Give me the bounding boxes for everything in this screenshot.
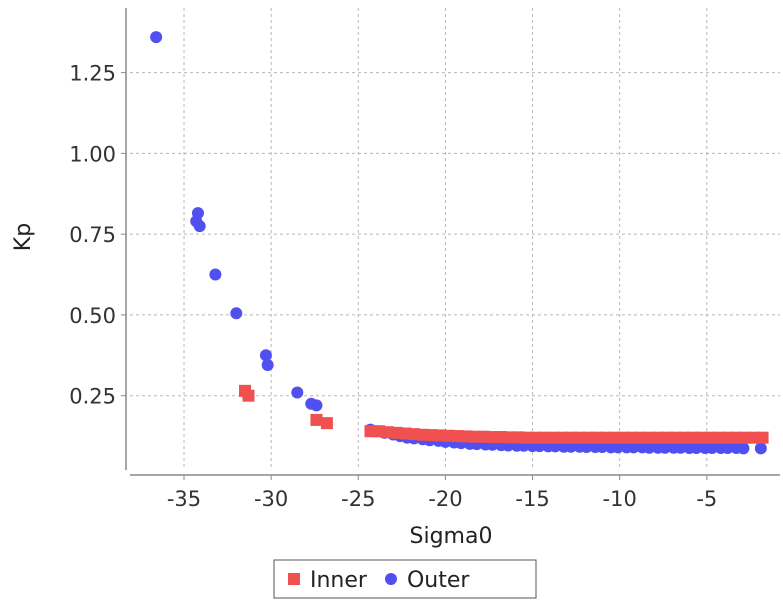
grid-lines (130, 8, 780, 470)
data-point-outer (737, 442, 750, 455)
legend-swatch-inner (288, 573, 300, 585)
data-point-outer (310, 399, 323, 412)
data-series (150, 31, 769, 455)
axes (121, 8, 780, 480)
y-tick-label: 0.25 (69, 385, 116, 409)
y-tick-label: 1.00 (69, 142, 116, 166)
data-point-inner (756, 431, 769, 444)
data-point-outer (261, 359, 274, 371)
x-tick-label: -10 (603, 487, 637, 511)
tick-labels: -35 -30 -25 -20 -15 -10 -5 0.25 0.50 0.75 1.00 1.25 (69, 62, 717, 511)
data-point-outer (209, 268, 222, 281)
data-point-outer (150, 31, 163, 44)
data-point-outer (658, 441, 671, 454)
x-axis-title: Sigma0 (410, 524, 493, 549)
data-point-outer (754, 442, 767, 455)
data-point-outer (690, 442, 703, 455)
data-point-outer (580, 441, 593, 454)
data-point-outer (596, 441, 609, 454)
data-point-outer (291, 386, 304, 399)
legend: Inner Outer (273, 559, 537, 599)
x-tick-label: -30 (254, 487, 288, 511)
x-tick-label: -5 (696, 487, 717, 511)
data-point-outer (643, 441, 656, 454)
data-point-outer (627, 441, 640, 454)
y-tick-label: 1.25 (69, 62, 116, 86)
x-tick-label: -25 (341, 487, 375, 511)
data-point-inner (242, 389, 255, 402)
data-point-outer (706, 442, 719, 455)
data-point-outer (230, 307, 243, 320)
legend-label-inner: Inner (310, 568, 368, 593)
x-tick-label: -15 (515, 487, 549, 511)
series-inner (239, 384, 769, 444)
legend-label-outer: Outer (407, 568, 470, 593)
legend-box (273, 559, 537, 599)
data-point-outer (674, 441, 687, 454)
data-point-outer (611, 441, 624, 454)
y-tick-label: 0.75 (69, 223, 116, 247)
data-point-outer (564, 440, 577, 453)
y-tick-label: 0.50 (69, 304, 116, 328)
x-tick-label: -20 (428, 487, 462, 511)
data-point-outer (259, 349, 272, 362)
data-point-inner (310, 413, 323, 426)
data-point-outer (721, 442, 734, 455)
data-point-outer (193, 220, 206, 233)
legend-swatch-outer (384, 573, 397, 585)
data-point-inner (320, 417, 333, 430)
y-axis-title: Kp (11, 223, 36, 251)
x-tick-label: -35 (167, 487, 201, 511)
